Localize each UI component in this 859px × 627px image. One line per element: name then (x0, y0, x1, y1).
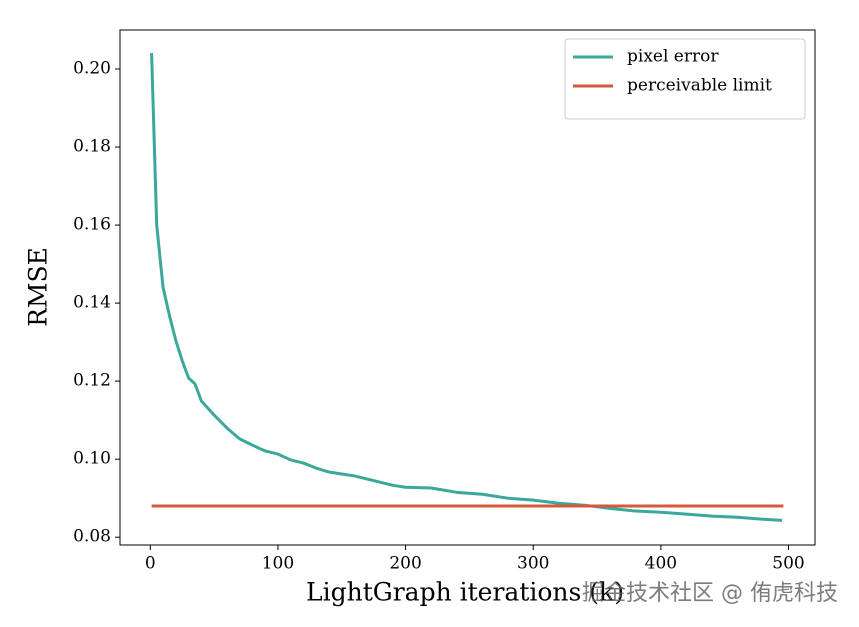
x-axis-label: LightGraph iterations (k) (306, 578, 624, 607)
y-tick-label: 0.20 (73, 59, 111, 79)
legend-box (564, 38, 806, 120)
x-tick-label: 300 (517, 554, 549, 574)
legend-label: pixel error (627, 47, 719, 67)
y-axis-label: RMSE (24, 247, 53, 327)
y-tick-label: 0.16 (73, 215, 111, 235)
x-tick-label: 400 (645, 554, 677, 574)
x-tick-label: 200 (389, 554, 421, 574)
plot-frame (119, 29, 816, 546)
series-line (150, 52, 783, 522)
y-tick-label: 0.12 (73, 371, 111, 391)
y-tick-label: 0.10 (73, 449, 111, 469)
x-tick-label: 0 (145, 554, 156, 574)
watermark: 掘金技术社区 @ 侑虎科技 (582, 581, 838, 606)
x-tick-label: 100 (262, 554, 294, 574)
y-tick-label: 0.14 (73, 293, 111, 313)
legend-label: perceivable limit (627, 76, 772, 96)
x-tick-label: 500 (772, 554, 804, 574)
y-tick-label: 0.08 (73, 527, 111, 547)
y-tick-label: 0.18 (73, 137, 111, 157)
